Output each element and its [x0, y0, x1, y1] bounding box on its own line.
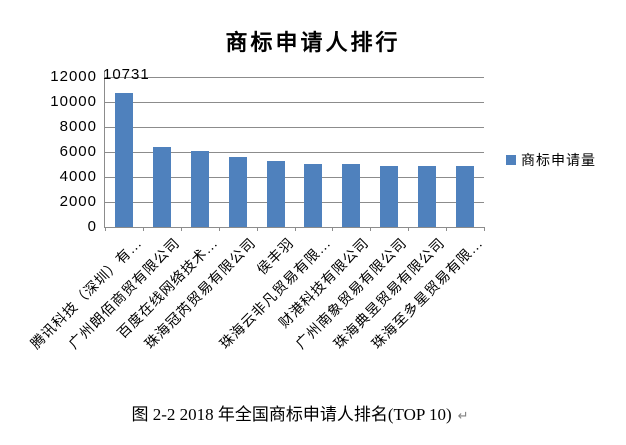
x-axis-tick — [295, 227, 296, 231]
x-axis-tick — [484, 227, 485, 231]
y-axis: 0 2000 4000 6000 8000 10000 12000 — [0, 69, 97, 235]
gridline — [105, 177, 484, 178]
y-axis-tick-label: 12000 — [50, 68, 97, 85]
legend-marker-icon — [506, 155, 516, 165]
bar — [267, 161, 285, 227]
bar — [380, 166, 398, 227]
figure-caption: 图 2-2 2018 年全国商标申请人排名(TOP 10) ↵ — [0, 400, 600, 425]
y-axis-tick-label: 4000 — [59, 168, 97, 185]
legend-label: 商标申请量 — [521, 154, 596, 169]
chart-title: 商标申请人排行 — [225, 30, 401, 55]
y-axis-tick-label: 2000 — [59, 193, 97, 210]
x-axis-tick — [257, 227, 258, 231]
x-axis-tick — [105, 227, 106, 231]
gridline — [105, 77, 484, 78]
bar — [342, 164, 360, 227]
x-axis-tick — [408, 227, 409, 231]
x-axis-tick — [181, 227, 182, 231]
x-axis-tick — [446, 227, 447, 231]
gridline — [105, 127, 484, 128]
gridline — [105, 152, 484, 153]
y-axis-line — [104, 71, 105, 228]
bar — [456, 166, 474, 227]
plot-area — [105, 77, 485, 231]
bar — [191, 151, 209, 227]
figure-caption-text: 图 2-2 2018 年全国商标申请人排名(TOP 10) — [131, 405, 452, 424]
y-axis-tick-label: 8000 — [59, 118, 97, 135]
y-axis-tick-label: 10000 — [50, 93, 97, 110]
x-axis-tick — [143, 227, 144, 231]
gridline — [105, 102, 484, 103]
bar — [418, 166, 436, 227]
bar — [115, 93, 133, 227]
legend: 商标申请量 — [506, 150, 596, 170]
bar-value-label: 10731 — [103, 66, 150, 83]
x-axis-tick — [370, 227, 371, 231]
bar — [153, 147, 171, 227]
bar — [229, 157, 247, 227]
paragraph-return-mark-icon: ↵ — [457, 408, 469, 423]
gridline — [105, 202, 484, 203]
bar — [304, 164, 322, 227]
y-axis-tick-label: 6000 — [59, 143, 97, 160]
x-axis-line — [104, 227, 485, 228]
x-axis-tick — [332, 227, 333, 231]
x-axis-tick — [219, 227, 220, 231]
y-axis-tick-label: 0 — [87, 218, 97, 235]
